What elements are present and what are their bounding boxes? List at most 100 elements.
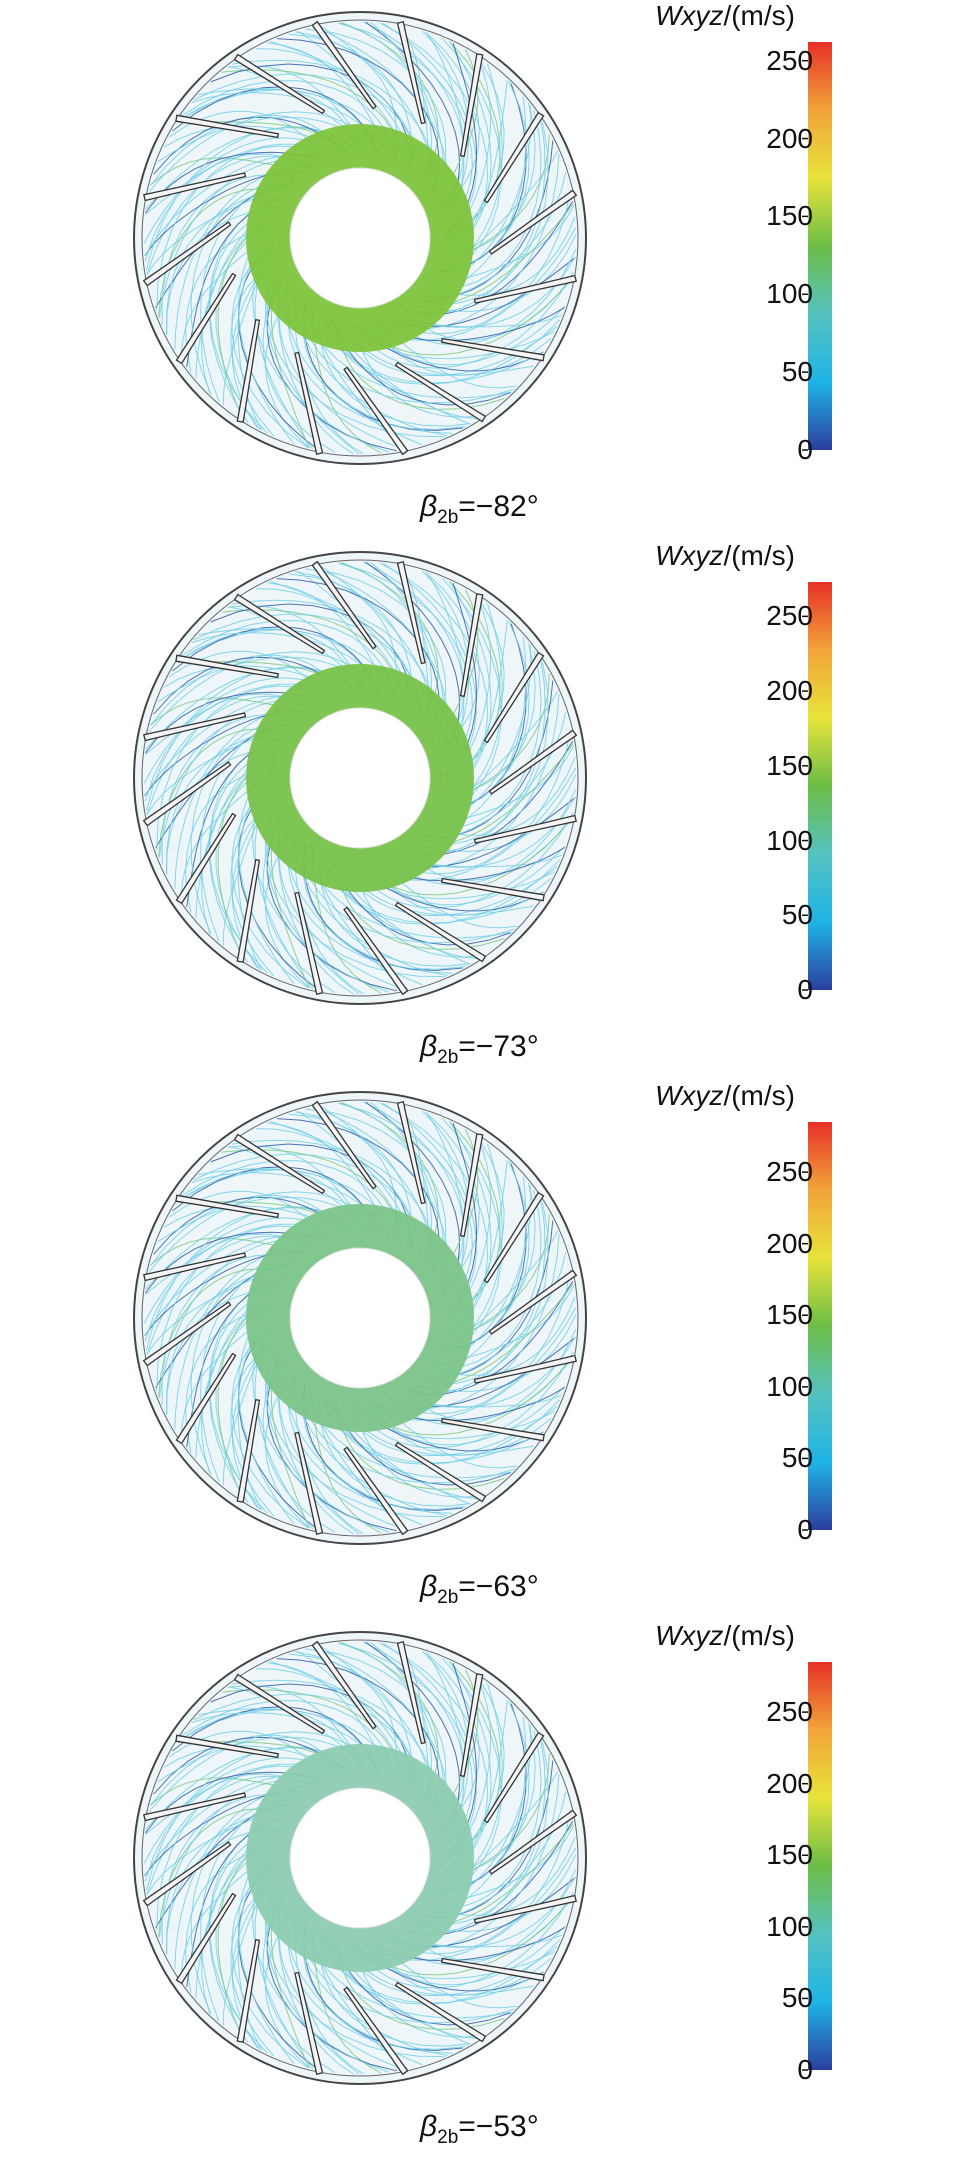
colorbar-tick-label: 250 bbox=[766, 44, 813, 76]
impeller-streamline-plot bbox=[133, 1091, 832, 1545]
blade bbox=[343, 1986, 409, 2076]
caption-value: =−73° bbox=[458, 1030, 539, 1063]
blade bbox=[143, 1252, 247, 1282]
blade-angle-caption: β2b=−53° bbox=[420, 2110, 539, 2149]
blade bbox=[459, 53, 484, 158]
colorbar-tick-label: 50 bbox=[781, 1442, 813, 1474]
blade bbox=[143, 172, 247, 202]
colorbar-tick-label: 100 bbox=[766, 1370, 813, 1402]
blade bbox=[294, 891, 324, 995]
blade bbox=[142, 1301, 232, 1367]
blade bbox=[343, 366, 409, 456]
colorbar-tick-label: 50 bbox=[781, 356, 813, 388]
impeller-blades bbox=[142, 1640, 578, 2076]
colorbar-tick-label: 0 bbox=[797, 974, 813, 1005]
blade bbox=[175, 1352, 237, 1445]
blade bbox=[175, 272, 237, 365]
caption-value: =−53° bbox=[458, 2110, 539, 2143]
legend-unit: /(m/s) bbox=[723, 0, 795, 31]
blade bbox=[473, 1894, 577, 1924]
colorbar-title: Wxyz/(m/s) bbox=[655, 1080, 795, 1112]
impeller-blades bbox=[142, 560, 578, 996]
blade-angle-caption: β2b=−82° bbox=[420, 490, 539, 529]
colorbar-title: Wxyz/(m/s) bbox=[655, 540, 795, 572]
blade bbox=[483, 111, 545, 204]
blade bbox=[311, 560, 377, 650]
blade bbox=[142, 761, 232, 827]
impeller-hub bbox=[289, 707, 431, 849]
caption-value: =−63° bbox=[458, 1570, 539, 1603]
blade bbox=[236, 1938, 261, 2043]
colorbar-tick-label: 0 bbox=[797, 2054, 813, 2085]
blade bbox=[394, 1981, 487, 2043]
blade bbox=[394, 361, 487, 423]
blade bbox=[175, 654, 280, 679]
blade bbox=[143, 1792, 247, 1822]
blade bbox=[394, 1441, 487, 1503]
blade bbox=[142, 221, 232, 287]
blade bbox=[394, 901, 487, 963]
blade bbox=[459, 1133, 484, 1238]
colorbar-tick-label: 250 bbox=[766, 600, 813, 632]
blade bbox=[440, 1417, 545, 1442]
blade bbox=[311, 1100, 377, 1190]
blade bbox=[459, 593, 484, 698]
colorbar-tick-label: 200 bbox=[766, 1767, 813, 1799]
blade bbox=[175, 1194, 280, 1219]
inlet-velocity-ring bbox=[246, 124, 474, 352]
blade bbox=[488, 1269, 578, 1335]
colorbar-tick-label: 250 bbox=[766, 1696, 813, 1728]
blade bbox=[236, 318, 261, 423]
blade bbox=[343, 1446, 409, 1536]
blade bbox=[483, 1191, 545, 1284]
blade bbox=[473, 274, 577, 304]
blade bbox=[483, 651, 545, 744]
caption-subscript: 2b bbox=[437, 1587, 459, 1608]
blade bbox=[294, 1971, 324, 2075]
impeller-blades bbox=[142, 1100, 578, 1536]
blade bbox=[233, 1673, 326, 1735]
inlet-velocity-ring bbox=[246, 1744, 474, 1972]
blade-angle-caption: β2b=−63° bbox=[420, 1570, 539, 1609]
legend-unit: /(m/s) bbox=[723, 1620, 795, 1651]
blade bbox=[233, 1133, 326, 1195]
blade bbox=[488, 1809, 578, 1875]
blade bbox=[175, 1734, 280, 1759]
colorbar-title: Wxyz/(m/s) bbox=[655, 1620, 795, 1652]
blade bbox=[175, 812, 237, 905]
colorbar bbox=[808, 1662, 832, 2070]
blade bbox=[294, 1431, 324, 1535]
blade bbox=[440, 337, 545, 362]
impeller-hub bbox=[289, 1247, 431, 1389]
blade bbox=[233, 593, 326, 655]
colorbar-tick-label: 150 bbox=[766, 1839, 813, 1871]
caption-subscript: 2b bbox=[437, 2127, 459, 2148]
figure-panel-2: 250 200 150 100 50 0 Wxyz/(m/s) β2b=−73° bbox=[0, 540, 971, 1080]
blade bbox=[396, 561, 426, 665]
blade bbox=[311, 20, 377, 110]
colorbar-tick-label: 100 bbox=[766, 824, 813, 856]
colorbar-tick-label: 50 bbox=[781, 899, 813, 931]
blade bbox=[483, 1731, 545, 1824]
caption-subscript: 2b bbox=[437, 1047, 459, 1068]
colorbar bbox=[808, 582, 832, 990]
legend-unit: /(m/s) bbox=[723, 540, 795, 571]
caption-symbol: β bbox=[420, 1030, 438, 1063]
impeller-blades bbox=[142, 20, 578, 456]
figure-panel-4: 250 200 150 100 50 0 Wxyz/(m/s) β2b=−53° bbox=[0, 1620, 971, 2160]
colorbar-tick-label: 150 bbox=[766, 749, 813, 781]
colorbar-tick-label: 0 bbox=[797, 1514, 813, 1545]
blade bbox=[473, 1354, 577, 1384]
impeller-hub bbox=[289, 167, 431, 309]
colorbar-title: Wxyz/(m/s) bbox=[655, 0, 795, 32]
caption-subscript: 2b bbox=[437, 507, 459, 528]
colorbar-tick-label: 200 bbox=[766, 122, 813, 154]
blade bbox=[396, 1101, 426, 1205]
blade bbox=[175, 1892, 237, 1985]
colorbar-tick-label: 200 bbox=[766, 675, 813, 707]
blade-angle-caption: β2b=−73° bbox=[420, 1030, 539, 1069]
legend-unit: /(m/s) bbox=[723, 1080, 795, 1111]
blade bbox=[233, 53, 326, 115]
colorbar-tick-label: 150 bbox=[766, 1299, 813, 1331]
colorbar bbox=[808, 42, 832, 450]
